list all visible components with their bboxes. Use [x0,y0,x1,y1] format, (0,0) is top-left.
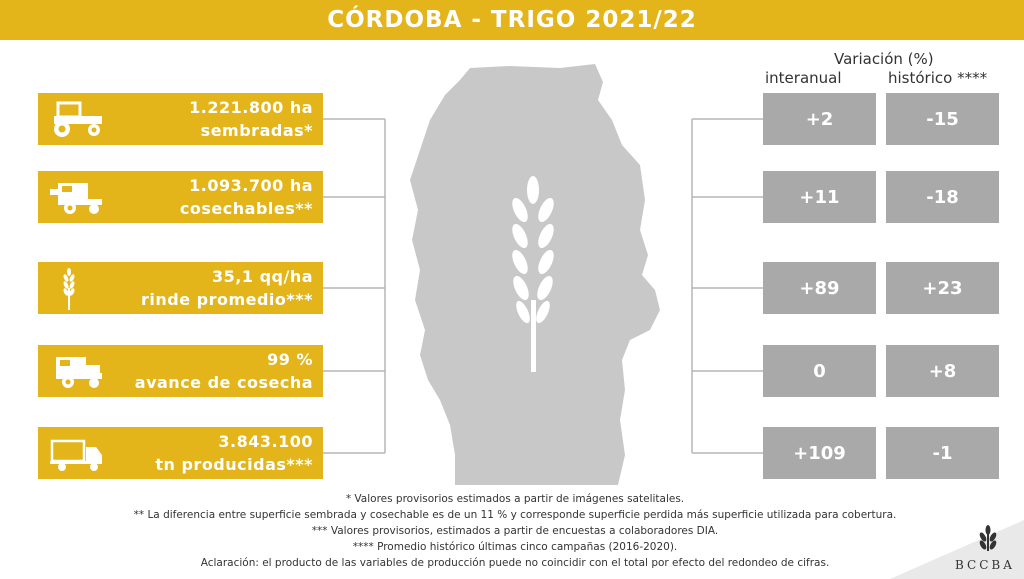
metric-label: cosechables** [179,199,313,218]
combine-harvester-icon [50,183,102,214]
footnote: **** Promedio histórico últimas cinco ca… [352,541,678,553]
metric-value: 35,1 qq/ha [212,267,313,286]
interanual-value: +11 [763,171,876,223]
metric-text: 3.843.100 tn producidas*** [155,430,313,476]
metric-card-sembradas: 1.221.800 ha sembradas* [38,93,323,145]
bccba-logo-text: BCCBA [955,558,1015,572]
historico-value: +23 [886,262,999,314]
column-header-interanual: interanual [765,69,842,87]
page-title: CÓRDOBA - TRIGO 2021/22 [0,0,1024,40]
metric-card-avance: 99 % avance de cosecha [38,345,323,397]
footnote: ** La diferencia entre superficie sembra… [133,509,897,521]
harvester-icon [56,357,102,388]
metric-card-rinde: 35,1 qq/ha rinde promedio*** [38,262,323,314]
left-connector-lines [323,118,386,454]
historico-value: -18 [886,171,999,223]
metric-text: 35,1 qq/ha rinde promedio*** [141,265,313,311]
metric-label: sembradas* [200,121,313,140]
metric-card-cosechables: 1.093.700 ha cosechables** [38,171,323,223]
truck-icon [50,439,102,471]
variation-title: Variación (%) [834,50,934,68]
metric-label: rinde promedio*** [140,290,313,309]
footnote: * Valores provisorios estimados a partir… [345,493,685,505]
column-header-historico: histórico **** [888,69,988,87]
interanual-value: 0 [763,345,876,397]
wheat-icon [63,268,75,310]
right-connector-lines [691,118,763,454]
interanual-value: +109 [763,427,876,479]
metric-text: 1.093.700 ha cosechables** [180,174,313,220]
corner-decoration [890,520,1024,579]
cordoba-map-shape [410,64,660,485]
historico-value: +8 [886,345,999,397]
metric-label: tn producidas*** [155,455,313,474]
metric-text: 1.221.800 ha sembradas* [189,96,313,142]
metric-label: avance de cosecha [134,373,313,392]
historico-value: -15 [886,93,999,145]
footnote: Aclaración: el producto de las variables… [200,557,830,569]
footnote: *** Valores provisorios, estimados a par… [311,525,719,537]
metric-value: 99 % [267,350,313,369]
tractor-icon [54,101,102,137]
historico-value: -1 [886,427,999,479]
interanual-value: +89 [763,262,876,314]
metric-value: 1.221.800 ha [189,98,313,117]
bccba-logo-icon [979,525,997,551]
metric-value: 1.093.700 ha [189,176,313,195]
metric-text: 99 % avance de cosecha [135,348,313,394]
wheat-ear-graphic [512,176,554,372]
metric-card-produccion: 3.843.100 tn producidas*** [38,427,323,479]
footnotes: * Valores provisorios estimados a partir… [90,491,940,571]
metric-value: 3.843.100 [218,432,313,451]
interanual-value: +2 [763,93,876,145]
